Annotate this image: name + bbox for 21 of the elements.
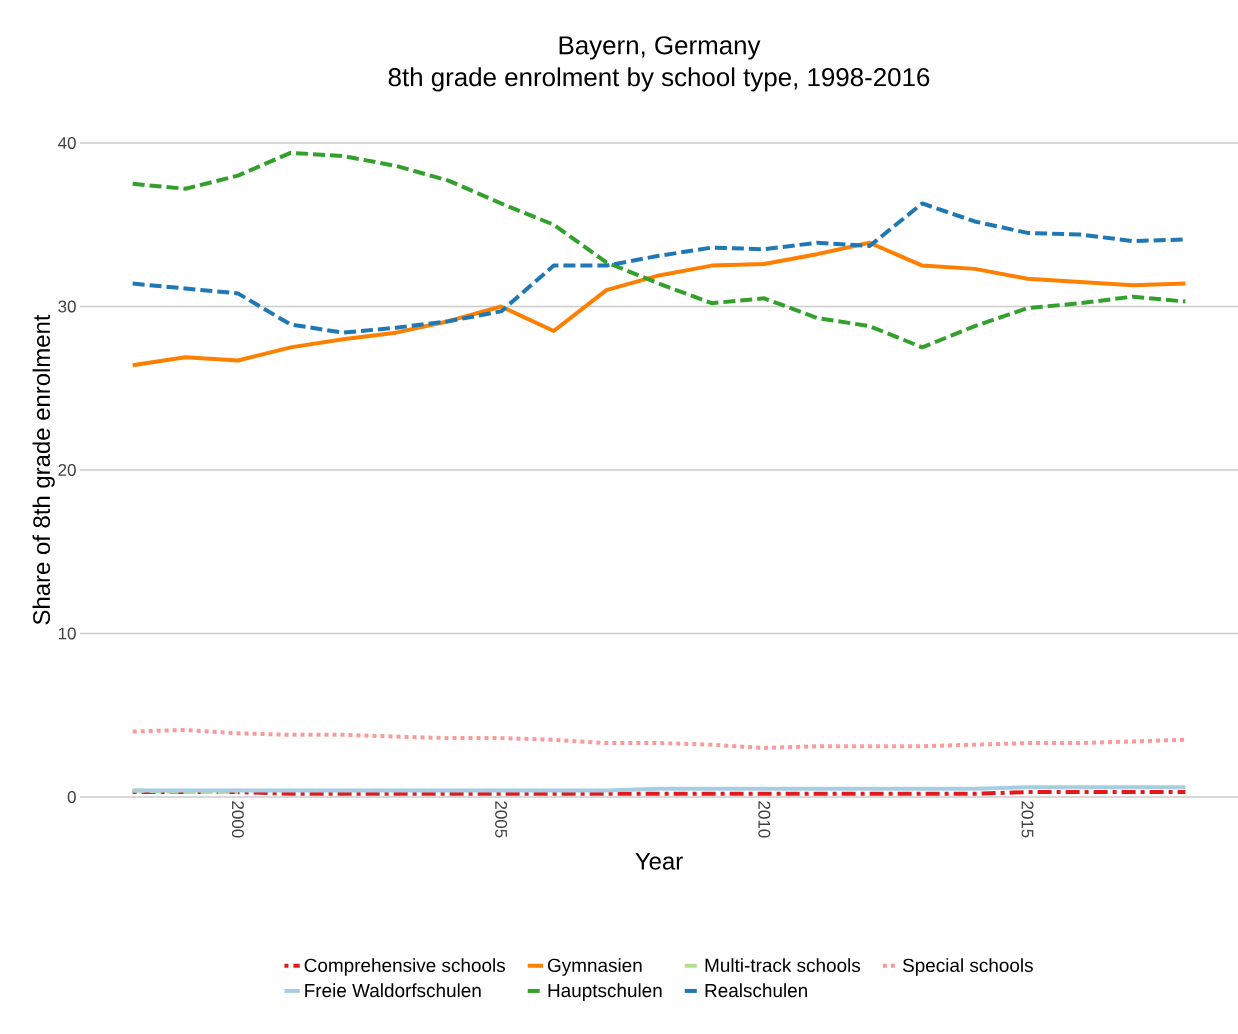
x-tick-label: 2015 [1021, 801, 1034, 838]
legend-label: Realschulen [705, 983, 807, 998]
x-tick-label: 2000 [231, 801, 244, 838]
chart-title: Bayern, Germany [559, 36, 761, 60]
x-tick-label: 2005 [495, 801, 508, 838]
legend-label: Hauptschulen [548, 983, 662, 1001]
x-tick-label: 2010 [758, 801, 771, 838]
legend-label: Freie Waldorfschulen [305, 983, 481, 998]
y-tick-label: 40 [58, 136, 76, 149]
chart-subtitle: 8th grade enrolment by school type, 1998-2016 [388, 67, 930, 92]
legend-label: Special schools [902, 958, 1033, 976]
line-series [130, 150, 1188, 350]
y-tick-label: 10 [58, 627, 76, 640]
legend-label: Gymnasien [547, 958, 642, 976]
legend-label: Multi-track schools [705, 958, 861, 973]
x-axis-title: Year [635, 853, 683, 870]
y-tick-label: 0 [67, 790, 76, 803]
y-tick-label: 20 [58, 463, 76, 476]
y-tick-label: 30 [58, 300, 76, 313]
legend-label: Comprehensive schools [304, 958, 505, 976]
y-axis-title: Share of 8th grade enrolment [32, 314, 55, 625]
